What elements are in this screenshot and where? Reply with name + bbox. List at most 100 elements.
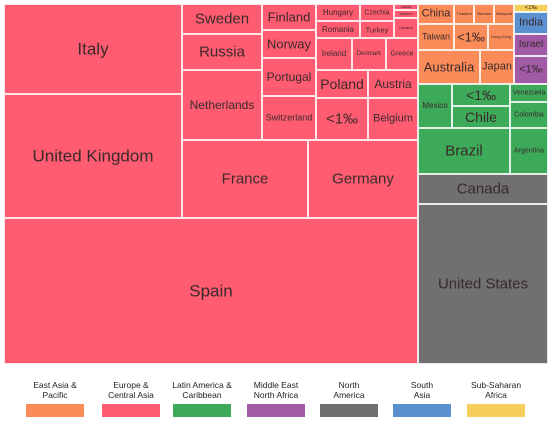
- treemap-tile: <1‰: [452, 84, 510, 106]
- treemap-tile-label: Japan: [482, 60, 512, 73]
- treemap-tile-label: <1‰: [519, 63, 543, 76]
- treemap-tile: Latvia: [394, 4, 418, 10]
- legend-item-europe-central-asia: Europe & Central Asia: [96, 378, 166, 417]
- treemap-tile: Japan: [480, 50, 514, 84]
- treemap-tile-label: United Kingdom: [32, 146, 154, 166]
- treemap-tile: Spain: [4, 218, 418, 364]
- treemap-tile-label: Denmark: [356, 51, 382, 57]
- treemap-tile-label: Switzerland: [265, 112, 313, 123]
- legend-label: North America: [333, 380, 365, 400]
- treemap-tile-label: <1‰: [466, 87, 496, 103]
- treemap-tile: Israel: [514, 34, 548, 56]
- legend-item-middle-east-north-africa: Middle East North Africa: [241, 378, 311, 417]
- treemap-tile-label: Ireland: [321, 49, 347, 58]
- treemap-tile: Hungary: [316, 4, 360, 21]
- treemap-tile: Italy: [4, 4, 182, 94]
- treemap-tile-label: Chile: [465, 109, 497, 125]
- legend-swatch: [173, 404, 231, 417]
- treemap-tile: Argentina: [510, 128, 548, 174]
- treemap-tile: Hong Kong: [488, 24, 514, 50]
- treemap-tile-label: Latvia: [400, 4, 412, 9]
- legend-label: South Asia: [410, 380, 434, 400]
- treemap-tile-label: Mexico: [422, 101, 448, 110]
- treemap-tile-label: <1‰: [325, 110, 359, 128]
- treemap-tile: Poland: [316, 70, 368, 98]
- treemap-tile: Mexico: [418, 84, 452, 128]
- treemap-tile: Australia: [418, 50, 480, 84]
- treemap-tile-label: Germany: [332, 170, 394, 188]
- treemap-tile: China: [418, 4, 454, 24]
- treemap-tile: Russia: [182, 34, 262, 70]
- treemap-tile: Venezuela: [510, 84, 548, 102]
- treemap-tile-label: Belgium: [373, 112, 413, 125]
- legend-swatch: [26, 404, 84, 417]
- treemap-tile: Canada: [418, 174, 548, 204]
- treemap-tile-label: Poland: [320, 76, 364, 92]
- treemap-tile-label: Russia: [199, 43, 245, 61]
- treemap-tile-label: Finland: [267, 9, 311, 25]
- treemap-tile: <1‰: [514, 56, 548, 84]
- treemap-tile: Netherlands: [182, 70, 262, 140]
- treemap-tile-label: Sweden: [194, 10, 250, 28]
- treemap-tile: Chile: [452, 106, 510, 128]
- treemap-tile: Greece: [386, 38, 418, 70]
- treemap-tile-label: Hungary: [322, 7, 354, 17]
- treemap-tile: Thailand: [454, 4, 474, 24]
- treemap-tile: <1‰: [514, 4, 548, 12]
- treemap-tile: Vietnam: [474, 4, 494, 24]
- treemap-tile: Belgium: [368, 98, 418, 140]
- treemap-tile: Denmark: [352, 38, 386, 70]
- chart-legend: East Asia & Pacific Europe & Central Asi…: [0, 378, 550, 422]
- legend-item-east-asia-pacific: East Asia & Pacific: [20, 378, 90, 417]
- treemap-tile-label: Iceland: [399, 11, 413, 16]
- treemap-tile: United Kingdom: [4, 94, 182, 218]
- legend-swatch: [102, 404, 160, 417]
- treemap-tile: <1‰: [454, 24, 488, 50]
- treemap-tile: Austria: [368, 70, 418, 98]
- legend-item-north-america: North America: [314, 378, 384, 417]
- legend-label: East Asia & Pacific: [33, 380, 77, 400]
- treemap-tile-label: Norway: [266, 36, 312, 52]
- treemap-tile-label: Hong Kong: [490, 34, 511, 39]
- legend-label: Sub-Saharan Africa: [470, 380, 522, 400]
- treemap-tile-label: Turkey: [365, 24, 389, 34]
- treemap-tile: Norway: [262, 30, 316, 58]
- treemap-tile-label: Thailand: [456, 11, 472, 16]
- treemap-tile: Taiwan: [418, 24, 454, 50]
- treemap-tile: Czechia: [360, 4, 394, 21]
- legend-label: Middle East North Africa: [253, 380, 299, 400]
- treemap-tile-label: Austria: [374, 77, 412, 91]
- treemap-tile-label: Brazil: [445, 142, 483, 160]
- legend-swatch: [320, 404, 378, 417]
- treemap-tile: Romania: [316, 21, 360, 38]
- treemap-tile-label: Greece: [390, 50, 414, 58]
- treemap-tile-label: Israel: [518, 39, 544, 50]
- treemap-tile-label: India: [519, 16, 543, 29]
- treemap-tile-label: Malaysia: [496, 11, 512, 16]
- legend-item-sub-saharan-africa: Sub-Saharan Africa: [461, 378, 531, 417]
- legend-swatch: [467, 404, 525, 417]
- treemap-tile: Switzerland: [262, 96, 316, 140]
- legend-label: Latin America & Caribbean: [172, 380, 232, 400]
- treemap-tile-label: Spain: [189, 281, 233, 301]
- treemap-tile: Portugal: [262, 58, 316, 96]
- treemap-tile: <1‰: [316, 98, 368, 140]
- treemap-tile: United States: [418, 204, 548, 364]
- treemap-tile-label: Canada: [456, 180, 510, 198]
- treemap-tile-label: France: [221, 170, 269, 188]
- treemap-tile-label: Taiwan: [421, 31, 450, 42]
- treemap-tile: Germany: [308, 140, 418, 218]
- legend-item-south-asia: South Asia: [387, 378, 457, 417]
- legend-item-latin-america-caribbean: Latin America & Caribbean: [167, 378, 237, 417]
- treemap-tile-label: Portugal: [266, 70, 312, 84]
- treemap-tile: Malaysia: [494, 4, 514, 24]
- legend-label: Europe & Central Asia: [108, 380, 154, 400]
- treemap-tile: France: [182, 140, 308, 218]
- treemap-tile: India: [514, 12, 548, 34]
- treemap-tile: Turkey: [360, 21, 394, 38]
- treemap-tile: Colombia: [510, 102, 548, 128]
- treemap-tile-label: Italy: [77, 39, 109, 59]
- treemap-tile-label: Czechia: [364, 9, 390, 16]
- legend-swatch: [393, 404, 451, 417]
